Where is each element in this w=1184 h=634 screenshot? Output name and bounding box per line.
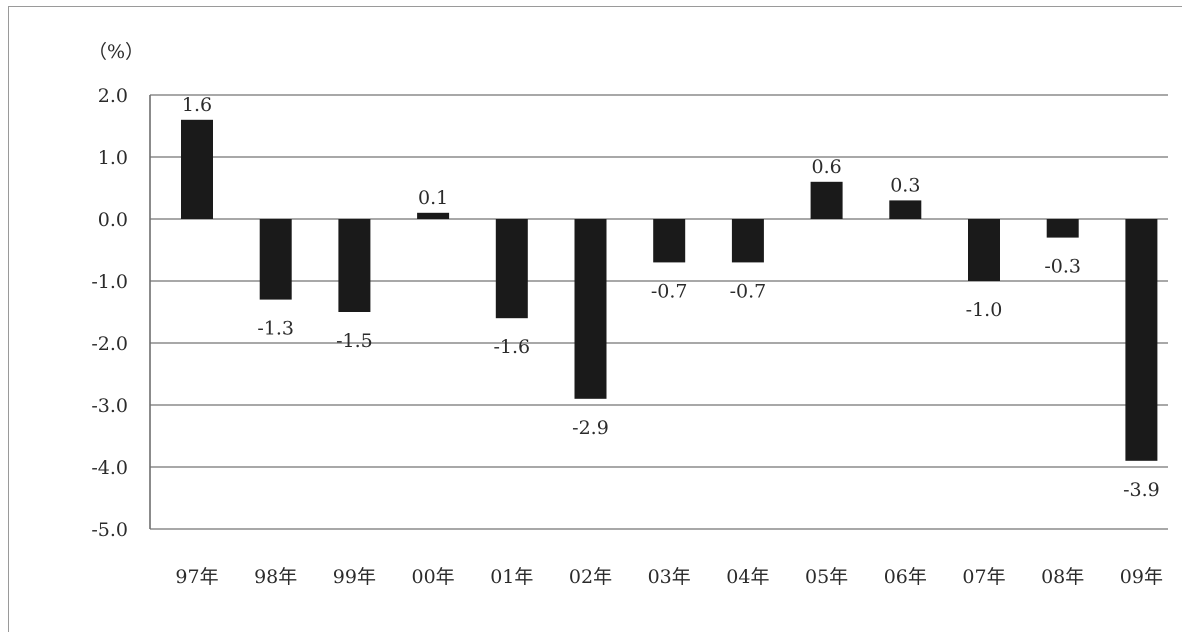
bar bbox=[653, 219, 686, 263]
bar-value-label: -1.3 bbox=[257, 318, 294, 340]
bar bbox=[731, 219, 764, 263]
x-category-label: 98年 bbox=[254, 566, 297, 588]
x-category-label: 00年 bbox=[412, 566, 455, 588]
bar bbox=[574, 219, 607, 399]
bar bbox=[1125, 219, 1158, 461]
y-tick-label: -3.0 bbox=[91, 395, 128, 417]
y-tick-label: 0.0 bbox=[98, 209, 128, 231]
y-tick-label: -5.0 bbox=[91, 519, 128, 541]
y-tick-label: 2.0 bbox=[98, 85, 128, 107]
x-category-label: 01年 bbox=[490, 566, 533, 588]
x-category-label: 02年 bbox=[569, 566, 612, 588]
y-tick-label: -4.0 bbox=[91, 457, 128, 479]
x-category-label: 08年 bbox=[1041, 566, 1084, 588]
bars bbox=[181, 119, 1158, 461]
bar-value-label: -1.5 bbox=[336, 330, 373, 352]
y-tick-label: 1.0 bbox=[98, 147, 128, 169]
x-category-label: 06年 bbox=[884, 566, 927, 588]
y-tick-labels: 2.0 1.0 0.0 -1.0 -2.0 -3.0 -4.0 -5.0 bbox=[91, 85, 128, 541]
bar bbox=[417, 212, 450, 219]
bar bbox=[810, 181, 843, 219]
x-category-label: 07年 bbox=[962, 566, 1005, 588]
bar-value-label: 0.6 bbox=[811, 156, 841, 178]
bar bbox=[259, 219, 292, 300]
bar-value-label: -2.9 bbox=[572, 417, 609, 439]
bar-value-label: -1.6 bbox=[493, 336, 530, 358]
bar bbox=[338, 219, 371, 312]
x-category-label: 04年 bbox=[726, 566, 769, 588]
x-category-label: 09年 bbox=[1120, 566, 1163, 588]
y-tick-label: -2.0 bbox=[91, 333, 128, 355]
bar-value-label: 0.3 bbox=[890, 174, 920, 196]
bar bbox=[1046, 219, 1079, 238]
bar-value-label: -0.7 bbox=[651, 280, 688, 302]
x-category-label: 97年 bbox=[175, 566, 218, 588]
x-category-label: 05年 bbox=[805, 566, 848, 588]
x-category-label: 03年 bbox=[648, 566, 691, 588]
y-tick-label: -1.0 bbox=[91, 271, 128, 293]
bar-value-label: 1.6 bbox=[182, 94, 212, 116]
bar bbox=[495, 219, 528, 319]
x-category-labels: 97年 98年 99年 00年 01年 02年 03年 04年 05年 06年 07年 08年 09年 bbox=[175, 566, 1163, 588]
bar-value-label: -0.7 bbox=[730, 280, 767, 302]
bar bbox=[181, 119, 213, 219]
bar bbox=[968, 219, 1000, 281]
y-axis-unit-label: （%） bbox=[88, 41, 144, 63]
value-labels: 1.6 -1.3 -1.5 0.1 -1.6 -2.9 -0.7 -0.7 0.6 0.3 -1.0… bbox=[182, 94, 1160, 501]
bar-value-label: -1.0 bbox=[966, 299, 1003, 321]
grid-lines bbox=[150, 94, 1168, 530]
x-category-label: 99年 bbox=[333, 566, 376, 588]
bar-value-label: -0.3 bbox=[1044, 256, 1081, 278]
bar-value-label: 0.1 bbox=[418, 187, 448, 209]
bar bbox=[889, 200, 922, 219]
bar-value-label: -3.9 bbox=[1123, 479, 1160, 501]
